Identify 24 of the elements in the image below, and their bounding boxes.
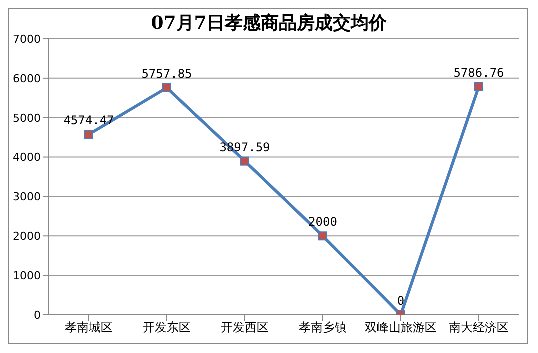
y-tick-label: 4000 — [13, 151, 41, 164]
data-label: 2000 — [308, 215, 338, 230]
x-tick-label: 孝南乡镇 — [299, 320, 347, 335]
y-tick-label: 0 — [34, 308, 41, 322]
point — [240, 156, 250, 166]
y-tick-label: 6000 — [13, 72, 41, 86]
y-tick-label: 1000 — [13, 269, 41, 282]
y-tick-label: 5000 — [13, 112, 41, 125]
data-label: 0 — [397, 294, 405, 308]
y-tick-label: 7000 — [13, 32, 41, 46]
x-tick-label: 开发东区 — [143, 320, 191, 335]
x-tick-label: 开发西区 — [221, 320, 269, 335]
point — [162, 83, 172, 92]
y-tick-label: 3000 — [13, 190, 41, 204]
data-label: 5786.76 — [454, 66, 504, 80]
point — [318, 232, 328, 241]
x-tick-label: 孝南城区 — [65, 320, 113, 335]
chart-title: 07月7日孝感商品房成交均价 — [151, 13, 387, 34]
y-tick-label: 2000 — [13, 230, 41, 244]
point — [84, 130, 94, 140]
point — [474, 82, 484, 92]
data-label: 5757.85 — [142, 66, 192, 81]
x-tick-label: 南大经济区 — [449, 320, 509, 335]
x-tick-label: 双峰山旅游区 — [365, 320, 437, 335]
